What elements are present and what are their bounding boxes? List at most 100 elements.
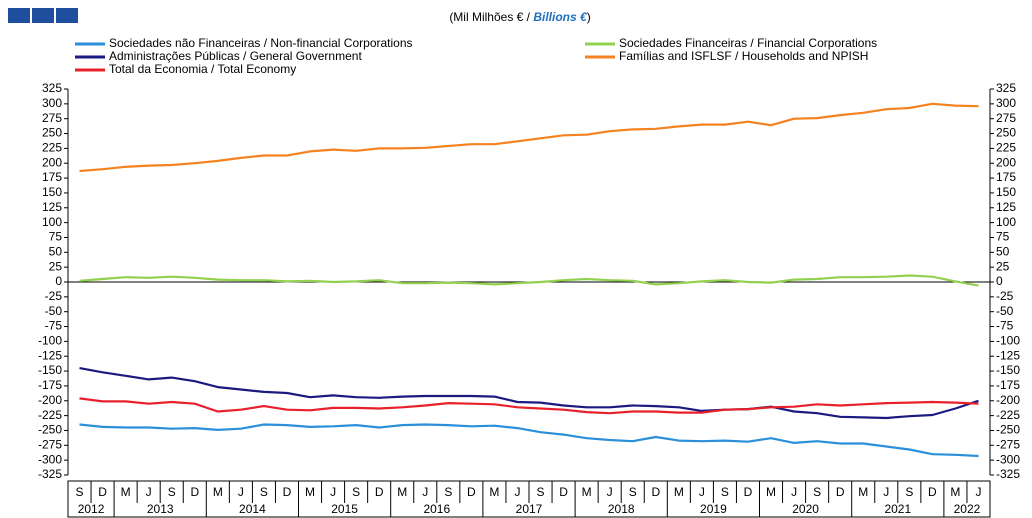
x-tick-label: S: [260, 485, 268, 499]
y-tick-label: 50: [49, 244, 63, 258]
y-tick-label: -150: [38, 363, 62, 377]
y-tick-label: -75: [45, 319, 63, 333]
x-tick-label: S: [537, 485, 545, 499]
y2-tick-label: -175: [996, 378, 1020, 392]
x-group-label: 2021: [884, 502, 911, 516]
x-group-label: 2016: [423, 502, 450, 516]
y-tick-label: 225: [42, 141, 62, 155]
y2-tick-label: 275: [996, 111, 1016, 125]
x-group-label: 2018: [608, 502, 635, 516]
x-tick-label: M: [582, 485, 592, 499]
y2-tick-label: 125: [996, 200, 1016, 214]
logo-block: [56, 8, 78, 23]
y-tick-label: -25: [45, 289, 63, 303]
x-tick-label: J: [791, 485, 797, 499]
x-tick-label: S: [629, 485, 637, 499]
series-line: [79, 423, 979, 458]
y-tick-label: 300: [42, 96, 62, 110]
y2-tick-label: -200: [996, 393, 1020, 407]
legend-label: Administrações Públicas / General Govern…: [109, 49, 362, 63]
x-tick-label: J: [238, 485, 244, 499]
y2-tick-label: 0: [996, 274, 1003, 288]
x-tick-label: M: [858, 485, 868, 499]
x-tick-label: M: [305, 485, 315, 499]
series-line: [79, 367, 979, 420]
y-tick-label: -225: [38, 408, 62, 422]
x-tick-label: D: [744, 485, 753, 499]
y2-tick-label: -75: [996, 319, 1014, 333]
x-group-label: 2014: [239, 502, 266, 516]
series-line: [79, 274, 979, 287]
x-tick-label: S: [444, 485, 452, 499]
x-tick-label: M: [213, 485, 223, 499]
x-tick-label: J: [883, 485, 889, 499]
y-tick-label: -325: [38, 467, 62, 481]
y-tick-label: -200: [38, 393, 62, 407]
x-group-label: 2020: [792, 502, 819, 516]
x-group-label: 2022: [954, 502, 981, 516]
x-tick-label: S: [168, 485, 176, 499]
x-tick-label: D: [651, 485, 660, 499]
x-tick-label: J: [607, 485, 613, 499]
x-tick-label: J: [146, 485, 152, 499]
y-tick-label: 325: [42, 81, 62, 95]
y2-tick-label: -100: [996, 334, 1020, 348]
x-group-label: 2015: [331, 502, 358, 516]
y2-tick-label: 25: [996, 259, 1010, 273]
series-line: [79, 102, 979, 173]
y-tick-label: -275: [38, 437, 62, 451]
x-tick-label: M: [766, 485, 776, 499]
y-tick-label: -100: [38, 334, 62, 348]
x-tick-label: S: [352, 485, 360, 499]
x-tick-label: S: [76, 485, 84, 499]
x-tick-label: D: [190, 485, 199, 499]
x-tick-label: S: [813, 485, 821, 499]
y-tick-label: 125: [42, 200, 62, 214]
x-group-label: 2017: [516, 502, 543, 516]
y-tick-label: 100: [42, 215, 62, 229]
series-line: [79, 397, 979, 415]
y2-tick-label: 300: [996, 96, 1016, 110]
y2-tick-label: 200: [996, 155, 1016, 169]
legend-label: Sociedades não Financeiras / Non-financi…: [109, 36, 413, 50]
y2-tick-label: 250: [996, 126, 1016, 140]
y2-tick-label: 75: [996, 230, 1010, 244]
x-tick-label: D: [836, 485, 845, 499]
y2-tick-label: 50: [996, 244, 1010, 258]
y2-tick-label: 325: [996, 81, 1016, 95]
x-group-label: 2012: [78, 502, 105, 516]
y2-tick-label: -300: [996, 452, 1020, 466]
y2-tick-label: -25: [996, 289, 1014, 303]
y-tick-label: -50: [45, 304, 63, 318]
x-group-label: 2019: [700, 502, 727, 516]
x-tick-label: D: [467, 485, 476, 499]
y-tick-label: -250: [38, 423, 62, 437]
y2-tick-label: 225: [996, 141, 1016, 155]
x-tick-label: M: [397, 485, 407, 499]
legend-label: Sociedades Financeiras / Financial Corpo…: [619, 36, 877, 50]
logo-block: [8, 8, 30, 23]
y2-tick-label: -50: [996, 304, 1014, 318]
y-tick-label: -175: [38, 378, 62, 392]
title-part: Billions €: [533, 10, 588, 24]
y-tick-label: 275: [42, 111, 62, 125]
title-part: ): [587, 10, 591, 24]
y2-tick-label: 100: [996, 215, 1016, 229]
x-tick-label: J: [330, 485, 336, 499]
x-tick-label: J: [699, 485, 705, 499]
chart-title: (Mil Milhões € / Billions €): [449, 10, 590, 24]
y-tick-label: 150: [42, 185, 62, 199]
x-tick-label: M: [674, 485, 684, 499]
legend-label: Famílias and ISFLSF / Households and NPI…: [619, 49, 868, 63]
y-tick-label: 200: [42, 155, 62, 169]
x-tick-label: M: [121, 485, 131, 499]
y2-tick-label: -275: [996, 437, 1020, 451]
y-tick-label: -125: [38, 348, 62, 362]
y2-tick-label: -325: [996, 467, 1020, 481]
x-tick-label: J: [422, 485, 428, 499]
x-tick-label: M: [950, 485, 960, 499]
y-tick-label: 175: [42, 170, 62, 184]
y-tick-label: -300: [38, 452, 62, 466]
x-tick-label: D: [283, 485, 292, 499]
